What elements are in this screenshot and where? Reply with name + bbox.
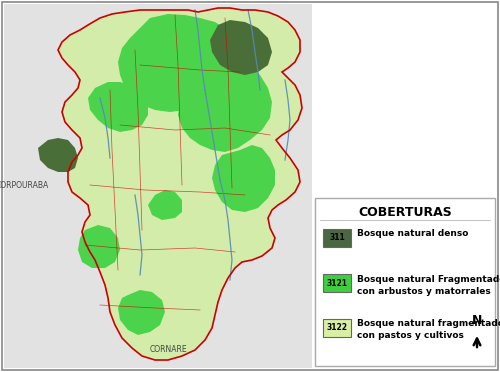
Bar: [323, 319, 351, 337]
Polygon shape: [58, 8, 302, 360]
Text: N: N: [472, 314, 482, 327]
Text: con arbustos y matorrales: con arbustos y matorrales: [357, 286, 491, 295]
Bar: [323, 229, 351, 247]
Text: COBERTURAS: COBERTURAS: [358, 205, 452, 218]
Text: Bosque natural denso: Bosque natural denso: [357, 230, 469, 238]
Polygon shape: [148, 190, 182, 220]
Text: CORNARE: CORNARE: [149, 346, 187, 355]
Bar: [4, 4, 312, 368]
Text: Bosque natural Fragmentado: Bosque natural Fragmentado: [357, 275, 500, 283]
Text: 311: 311: [329, 234, 345, 243]
Polygon shape: [212, 145, 275, 212]
Polygon shape: [58, 8, 302, 360]
Text: con pastos y cultivos: con pastos y cultivos: [357, 331, 464, 340]
Text: 3122: 3122: [326, 324, 347, 333]
Bar: [315, 198, 495, 366]
Text: 3121: 3121: [326, 279, 347, 288]
Polygon shape: [88, 82, 148, 132]
Polygon shape: [78, 225, 120, 268]
Polygon shape: [118, 14, 242, 112]
Text: Bosque natural fragmentado: Bosque natural fragmentado: [357, 320, 500, 328]
Bar: [323, 274, 351, 292]
Text: CORPOURABA: CORPOURABA: [0, 182, 48, 190]
Polygon shape: [38, 138, 78, 172]
Polygon shape: [118, 290, 165, 335]
Polygon shape: [178, 55, 272, 152]
Polygon shape: [210, 20, 272, 75]
